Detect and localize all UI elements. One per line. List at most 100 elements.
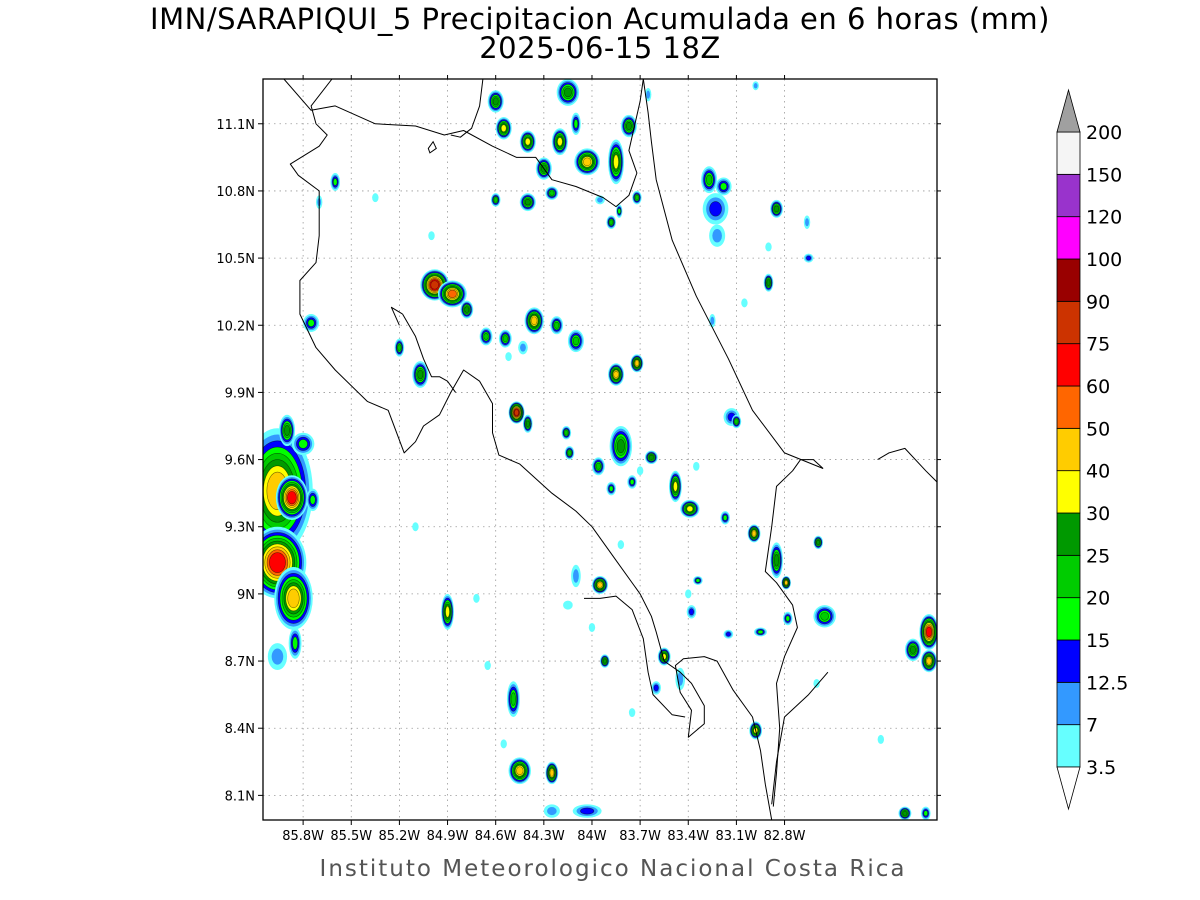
- colorbar-level-label: 15: [1086, 630, 1110, 652]
- precip-contour-25: [909, 645, 916, 654]
- precip-contour-7: [597, 197, 603, 203]
- precip-cell: [498, 329, 512, 348]
- precip-contour-40: [287, 588, 300, 609]
- coastline: [764, 459, 824, 807]
- precip-contour-20: [510, 692, 516, 706]
- precip-cell: [747, 524, 761, 543]
- precip-contour-20: [564, 429, 569, 436]
- precip-contour-3_5: [428, 231, 435, 241]
- precip-cell: [484, 661, 491, 671]
- precip-cell: [813, 678, 820, 688]
- y-tick-label: 8.1N: [225, 789, 255, 804]
- y-tick-label: 9.9N: [225, 386, 255, 401]
- graticule: [263, 79, 937, 820]
- precip-contour-30: [445, 605, 450, 618]
- precip-contour-12_5: [806, 255, 812, 261]
- precip-contour-3_5: [877, 734, 885, 744]
- precip-cell: [508, 757, 531, 785]
- precip-cell: [723, 629, 734, 639]
- y-tick-label: 9.6N: [225, 454, 255, 469]
- precip-contour-12_5: [725, 631, 731, 637]
- precip-cell: [608, 139, 625, 185]
- x-tick-label: 84.6W: [475, 829, 517, 844]
- precip-contour-40: [634, 360, 640, 367]
- colorbar-box: [1056, 597, 1081, 641]
- precip-cell: [616, 204, 623, 218]
- precip-contour-30: [686, 505, 694, 512]
- precip-cell: [291, 432, 315, 456]
- x-tick-label: 82.8W: [764, 829, 806, 844]
- precip-cell: [572, 804, 602, 818]
- island: [427, 140, 437, 154]
- colorbar-level-label: 25: [1086, 545, 1110, 567]
- precip-cell: [495, 117, 512, 140]
- precip-cell: [500, 739, 507, 749]
- colorbar-level-label: 60: [1086, 376, 1110, 398]
- precip-contour-50: [447, 289, 457, 299]
- colorbar-box: [1056, 173, 1081, 218]
- precip-contour-3_5: [636, 466, 644, 476]
- precip-cell: [702, 193, 729, 225]
- precip-contour-3_5: [588, 622, 596, 632]
- precip-cell: [803, 253, 814, 263]
- precip-cell: [591, 457, 605, 476]
- precip-contour-40: [926, 657, 932, 665]
- precip-contour-20: [705, 174, 713, 185]
- precip-cell: [519, 193, 536, 212]
- precip-cell: [567, 329, 584, 353]
- precip-contour-75: [514, 409, 520, 416]
- precip-contour-3_5: [372, 193, 379, 203]
- precip-contour-20: [820, 611, 830, 621]
- precip-cell: [644, 87, 652, 102]
- precip-contour-7: [712, 228, 722, 243]
- precip-cell: [550, 316, 564, 335]
- precip-contour-40: [531, 316, 538, 326]
- precip-cell: [630, 354, 644, 373]
- precip-cell: [571, 112, 581, 135]
- coastlines: [283, 79, 937, 820]
- y-tick-label: 11.1N: [216, 118, 255, 133]
- precip-contour-25: [766, 279, 771, 287]
- x-tick-label: 83.7W: [619, 829, 661, 844]
- precip-contour-7: [547, 807, 557, 816]
- precip-cell: [770, 199, 783, 218]
- precip-contour-3_5: [484, 661, 491, 671]
- precip-cell: [628, 708, 636, 718]
- precip-cell: [428, 231, 435, 241]
- precip-contour-25: [774, 554, 779, 567]
- precipitation-field: [263, 79, 937, 820]
- precip-contour-7: [520, 343, 526, 352]
- precip-cell: [412, 522, 419, 532]
- map-axes: 85.8W 85.5W 85.2W 84.9W 84.6W 84.3W 84W 83.7W 83…: [216, 75, 941, 844]
- precip-contour-15: [923, 810, 928, 817]
- precip-contour-3_5: [412, 522, 419, 532]
- precip-contour-20: [502, 335, 508, 343]
- coastline: [402, 313, 457, 393]
- precip-cell: [508, 401, 525, 424]
- precip-cell: [651, 681, 661, 695]
- precip-contour-7: [710, 316, 715, 325]
- x-tick-label: 84W: [577, 829, 607, 844]
- y-tick-label: 10.8N: [216, 185, 255, 200]
- precip-contour-25: [902, 810, 908, 816]
- colorbar-box: [1056, 216, 1081, 260]
- precip-contour-3_5: [813, 678, 820, 688]
- precip-cell: [588, 622, 596, 632]
- colorbar-box: [1056, 131, 1081, 175]
- precip-cell: [636, 466, 644, 476]
- precip-cell: [627, 475, 637, 489]
- colorbar-level-label: 30: [1086, 503, 1110, 525]
- precip-contour-40: [784, 580, 788, 586]
- precip-cell: [715, 177, 732, 196]
- precip-cell: [441, 593, 454, 630]
- precip-contour-20: [595, 462, 602, 470]
- map-frame: [262, 78, 938, 821]
- precip-cell: [306, 488, 320, 512]
- precip-contour-3_5: [563, 600, 573, 610]
- precip-contour-40: [613, 370, 619, 379]
- precip-cell: [591, 575, 609, 594]
- y-tick-label: 9.3N: [225, 521, 255, 536]
- colorbar-level-label: 3.5: [1086, 757, 1116, 779]
- precip-contour-20: [549, 190, 555, 196]
- precip-contour-3_5: [617, 540, 625, 550]
